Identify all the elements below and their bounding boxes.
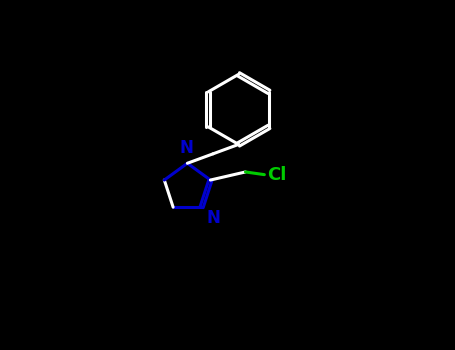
Text: N: N bbox=[179, 139, 193, 158]
Text: Cl: Cl bbox=[267, 166, 286, 184]
Text: N: N bbox=[207, 209, 220, 227]
